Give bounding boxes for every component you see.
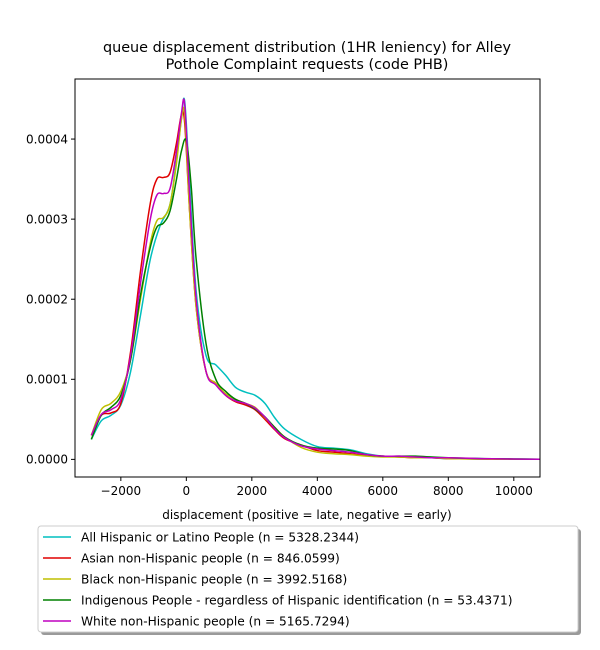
x-tick-label: 10000 <box>495 484 533 498</box>
x-axis-label: displacement (positive = late, negative … <box>162 508 451 522</box>
legend-entry-label: All Hispanic or Latino People (n = 5328.… <box>81 530 359 544</box>
x-tick-label: −2000 <box>101 484 142 498</box>
x-tick-label: 6000 <box>368 484 399 498</box>
chart-title-line-1: queue displacement distribution (1HR len… <box>103 40 512 56</box>
x-tick-label: 4000 <box>302 484 333 498</box>
legend-box <box>37 525 579 633</box>
chart-title-line-2: Pothole Complaint requests (code PHB) <box>166 57 449 73</box>
x-tick-label: 2000 <box>237 484 268 498</box>
legend: All Hispanic or Latino People (n = 5328.… <box>37 525 581 635</box>
series-line-4 <box>90 98 541 460</box>
y-axis: 0.0000 0.0001 0.0002 0.0003 0.0004 <box>26 132 75 467</box>
legend-entry-label: Indigenous People - regardless of Hispan… <box>81 593 512 607</box>
plot-lines <box>90 97 541 461</box>
legend-entry-label: White non-Hispanic people (n = 5165.7294… <box>81 614 350 628</box>
y-tick-label: 0.0001 <box>26 373 68 387</box>
y-tick-label: 0.0002 <box>26 293 68 307</box>
y-tick-label: 0.0003 <box>26 212 68 226</box>
y-tick-label: 0.0004 <box>26 132 68 146</box>
x-tick-label: 0 <box>183 484 191 498</box>
y-tick-label: 0.0000 <box>26 453 68 467</box>
plot-area-frame <box>74 78 541 478</box>
x-tick-label: 8000 <box>433 484 464 498</box>
legend-entry-label: Asian non-Hispanic people (n = 846.0599) <box>81 551 340 565</box>
x-axis: −2000 0 2000 4000 6000 8000 10000 <box>101 477 533 498</box>
legend-entry-label: Black non-Hispanic people (n = 3992.5168… <box>81 572 347 586</box>
